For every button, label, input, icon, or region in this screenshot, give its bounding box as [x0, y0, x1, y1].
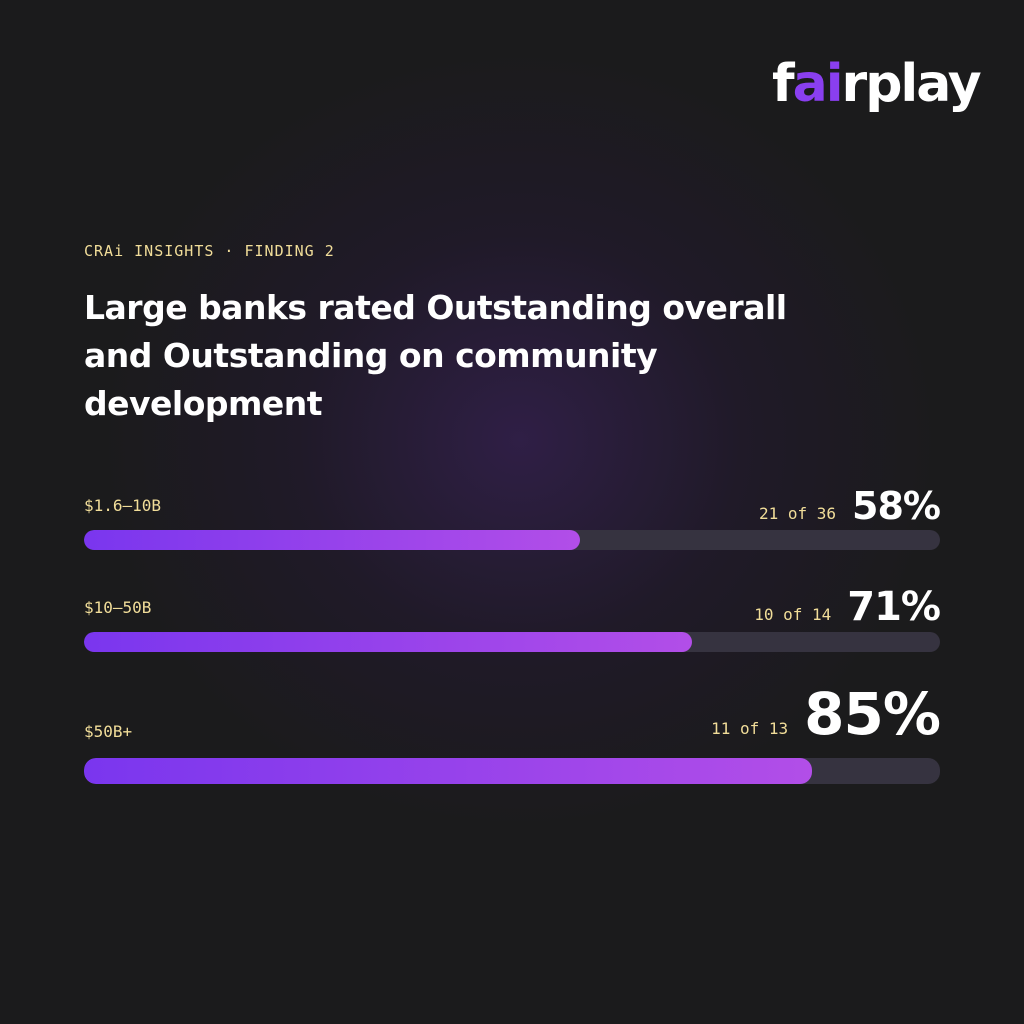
category-label: $50B+ [84, 722, 133, 741]
logo-suffix: rplay [841, 54, 982, 114]
count-label: 21 of 36 [758, 504, 837, 523]
row-values: 21 of 36 58% [758, 484, 941, 528]
count-label: 10 of 14 [754, 605, 832, 624]
category-label: $10–50B [84, 598, 152, 617]
bar-track [84, 530, 940, 550]
bar-row: $50B+ 11 of 13 85% [84, 680, 941, 784]
fairplay-logo: fairplay [772, 44, 982, 124]
bar-row: $10–50B 10 of 14 71% [84, 584, 941, 652]
logo-prefix: f [772, 54, 795, 114]
count-label: 11 of 13 [711, 719, 789, 738]
eyebrow-label: CRAi INSIGHTS · FINDING 2 [84, 242, 335, 260]
category-label: $1.6–10B [84, 496, 162, 515]
chart-title: Large banks rated Outstanding overall an… [84, 288, 787, 423]
bar-track [84, 758, 940, 784]
value-label: 71% [847, 584, 941, 630]
logo-accent: ai [792, 54, 844, 114]
bar-track [84, 632, 940, 652]
bar-row: $1.6–10B 21 of 36 58% [84, 484, 941, 550]
bar [84, 758, 812, 784]
value-label: 85% [804, 680, 941, 748]
row-values: 11 of 13 85% [711, 680, 941, 748]
value-label: 58% [852, 484, 941, 528]
bar [84, 632, 692, 652]
bar [84, 530, 581, 550]
row-values: 10 of 14 71% [754, 584, 941, 630]
